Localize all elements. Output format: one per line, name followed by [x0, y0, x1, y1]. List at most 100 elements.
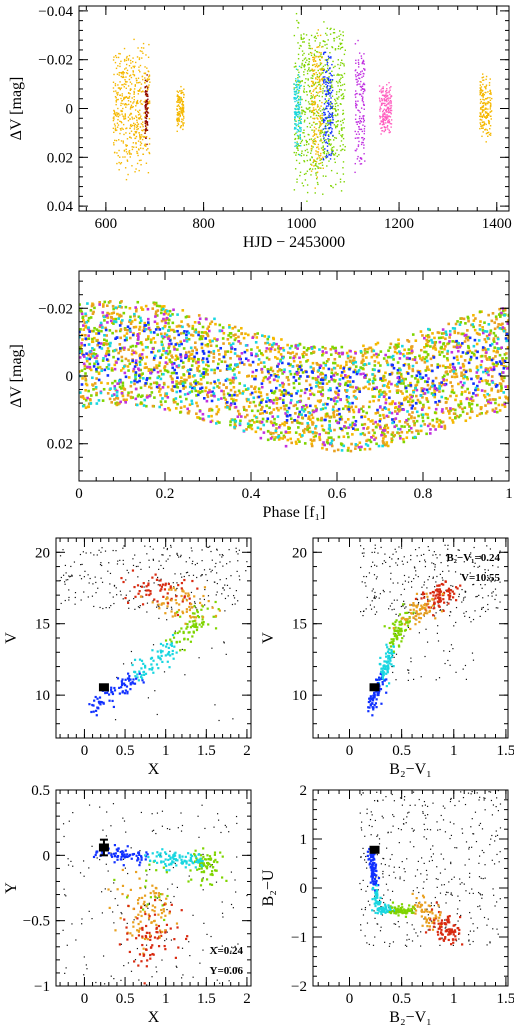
phased-point: [237, 389, 241, 393]
phased-point: [175, 325, 179, 328]
x-tick-label: 1200: [384, 216, 414, 232]
phased-point: [113, 367, 117, 371]
light-curve-point: [315, 163, 317, 165]
phased-point: [426, 380, 429, 384]
light-curve-point: [322, 118, 325, 120]
light-curve-point: [325, 127, 327, 130]
light-curve-point: [117, 154, 119, 157]
phased-point: [494, 383, 497, 386]
phased-point: [440, 381, 443, 384]
phased-point: [214, 322, 217, 326]
phased-point: [200, 382, 203, 386]
light-curve-point: [183, 88, 185, 90]
light-curve-point: [298, 144, 301, 147]
phased-point: [426, 400, 430, 403]
phased-point: [391, 418, 394, 421]
light-curve-point: [120, 75, 122, 78]
light-curve-point: [128, 114, 131, 116]
phased-point: [164, 394, 167, 398]
light-curve-point: [145, 121, 148, 123]
light-curve-point: [329, 87, 332, 89]
phased-point: [487, 401, 490, 405]
light-curve-point: [139, 126, 142, 128]
light-curve-point: [358, 73, 360, 75]
light-curve-point: [313, 36, 316, 39]
phased-point: [171, 321, 175, 325]
phased-point: [448, 336, 451, 339]
phased-point: [222, 355, 226, 359]
light-curve-point: [328, 160, 330, 162]
phased-point: [229, 363, 232, 367]
light-curve-point: [294, 118, 296, 121]
light-curve-point: [363, 108, 365, 110]
phased-point: [405, 390, 408, 393]
light-curve-point: [118, 52, 120, 55]
light-curve-point: [388, 101, 391, 103]
light-curve-point: [117, 119, 119, 121]
phased-point: [202, 396, 206, 400]
phased-point: [368, 438, 371, 442]
phased-point: [470, 351, 474, 354]
phased-point: [499, 389, 503, 393]
light-curve-point: [318, 44, 321, 46]
light-curve-point: [300, 140, 303, 143]
light-curve-point: [390, 109, 393, 112]
light-curve-point: [140, 142, 143, 145]
light-curve-point: [326, 70, 328, 72]
light-curve-point: [140, 159, 142, 161]
phased-point: [336, 364, 339, 367]
phased-point: [96, 343, 99, 347]
phased-point: [254, 377, 257, 381]
phased-point: [246, 375, 249, 378]
light-curve-point: [383, 94, 385, 97]
light-curve-point: [321, 149, 324, 151]
light-curve-point: [320, 157, 322, 160]
phased-point: [274, 430, 278, 434]
light-curve-point: [306, 108, 308, 110]
light-curve-point: [116, 115, 118, 117]
light-curve-point: [133, 90, 135, 93]
phased-point: [332, 399, 336, 403]
phased-point: [421, 419, 425, 423]
phased-point: [330, 368, 334, 371]
light-curve-point: [322, 158, 325, 160]
light-curve-point: [382, 86, 384, 88]
phased-point: [112, 311, 116, 315]
phased-point: [283, 421, 287, 424]
light-curve-point: [298, 47, 301, 50]
phased-point: [450, 390, 454, 394]
light-curve-point: [342, 93, 344, 95]
light-curve-point: [144, 72, 147, 74]
phased-point: [298, 433, 302, 436]
phased-point: [342, 367, 345, 370]
phased-point: [171, 313, 174, 316]
phased-point: [80, 343, 83, 347]
phased-point: [363, 447, 367, 451]
phased-point: [179, 380, 183, 383]
light-curve-point: [361, 136, 364, 139]
light-curve-point: [315, 55, 317, 58]
phased-point: [285, 376, 289, 379]
light-curve-point: [342, 144, 344, 146]
phased-point: [484, 368, 488, 372]
phased-point: [97, 371, 101, 375]
phased-point: [228, 342, 231, 345]
light-curve-point: [318, 95, 320, 97]
light-curve-point: [303, 121, 306, 123]
phased-point: [160, 319, 164, 323]
phased-point: [322, 366, 325, 370]
light-curve-point: [339, 145, 342, 147]
phased-point: [285, 419, 289, 422]
light-curve-point: [383, 100, 386, 102]
phased-point: [131, 349, 134, 353]
phased-point: [223, 360, 227, 364]
light-curve-point: [330, 56, 332, 58]
light-curve-point: [340, 46, 343, 49]
light-curve-point: [340, 94, 342, 97]
light-curve-point: [326, 102, 329, 104]
phased-point: [250, 353, 253, 357]
phased-point: [187, 350, 191, 354]
phased-point: [429, 345, 432, 348]
light-curve-point: [113, 73, 115, 76]
phased-point: [411, 436, 415, 440]
